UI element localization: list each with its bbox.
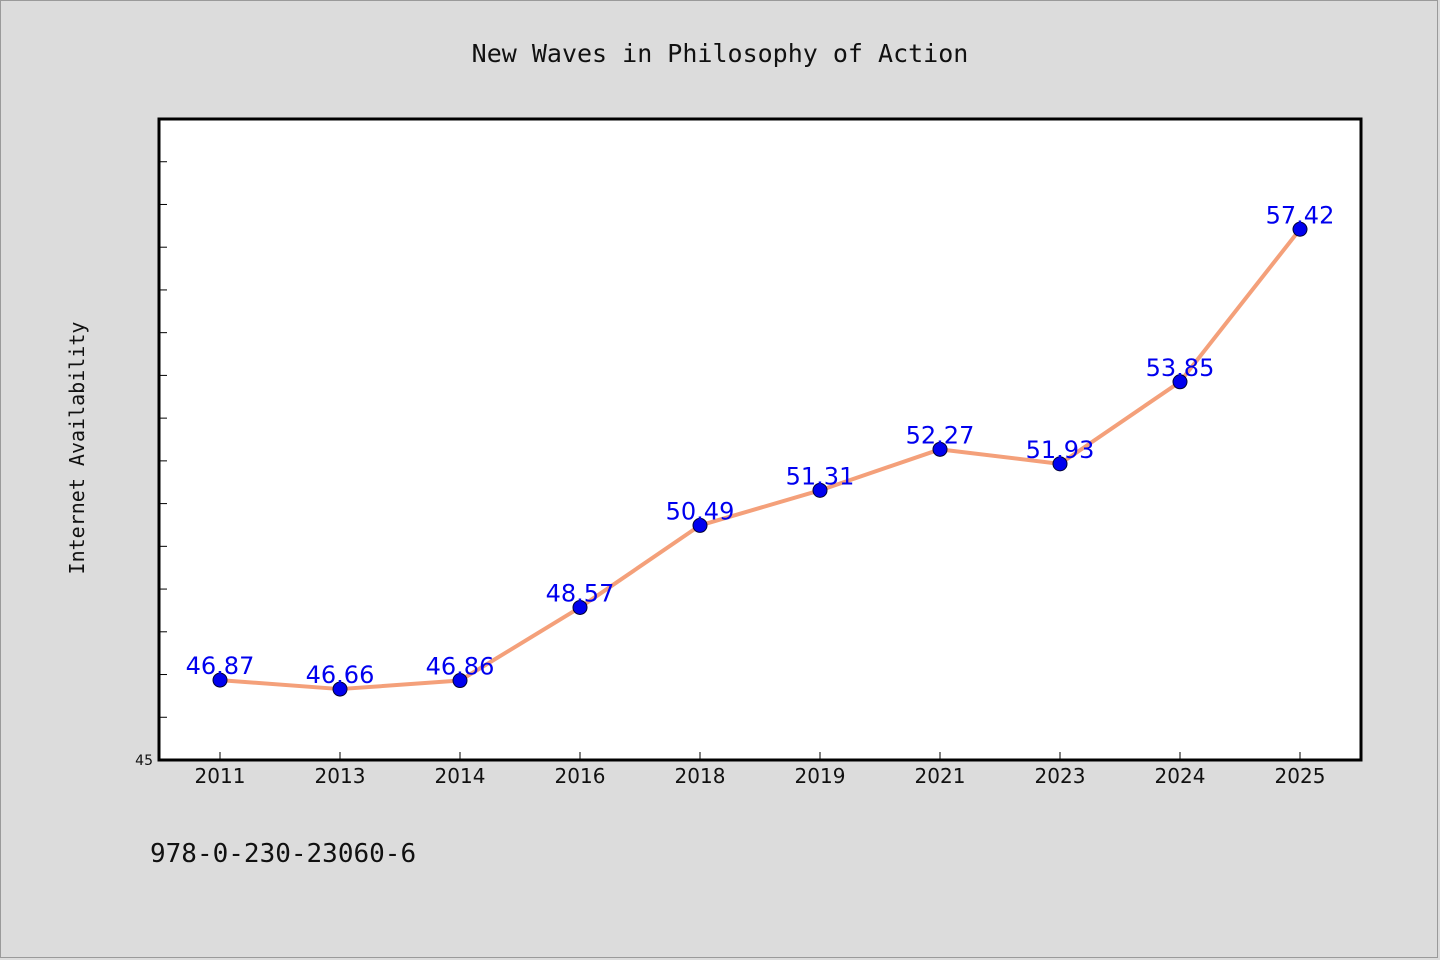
data-label: 46.86 bbox=[426, 653, 495, 681]
y-tick-label: 45 bbox=[135, 753, 153, 769]
series-line bbox=[218, 227, 1302, 692]
data-label: 46.87 bbox=[186, 652, 255, 680]
data-point bbox=[1292, 221, 1308, 237]
data-point bbox=[572, 599, 588, 615]
series-layer: 46.87 46.66 46.86 48.57 50.49 51.31 52.27 51.93… bbox=[186, 201, 1335, 697]
data-point bbox=[332, 681, 348, 697]
x-tick-label: 2014 bbox=[435, 764, 486, 788]
x-tick-label: 2024 bbox=[1155, 764, 1206, 788]
data-label: 46.66 bbox=[306, 661, 375, 689]
data-point bbox=[932, 441, 948, 457]
data-label: 53.85 bbox=[1146, 354, 1215, 382]
x-tick-label: 2025 bbox=[1275, 764, 1326, 788]
data-point bbox=[452, 673, 468, 689]
data-label: 48.57 bbox=[546, 579, 615, 607]
y-axis-label: Internet Availability bbox=[65, 322, 89, 575]
data-label: 52.27 bbox=[906, 421, 975, 449]
data-label: 57.42 bbox=[1266, 201, 1335, 229]
data-point bbox=[692, 517, 708, 533]
data-label: 51.31 bbox=[786, 462, 855, 490]
x-tick-label: 2018 bbox=[675, 764, 726, 788]
x-tick-label: 2021 bbox=[915, 764, 966, 788]
x-tick-label: 2013 bbox=[315, 764, 366, 788]
chart-title: New Waves in Philosophy of Action bbox=[472, 39, 969, 68]
data-point bbox=[812, 482, 828, 498]
x-tick-label: 2023 bbox=[1035, 764, 1086, 788]
x-tick-label: 2011 bbox=[195, 764, 246, 788]
isbn-footer: 978-0-230-23060-6 bbox=[150, 839, 416, 869]
x-tick-label: 2019 bbox=[795, 764, 846, 788]
data-label: 50.49 bbox=[666, 497, 735, 525]
data-point bbox=[1172, 374, 1188, 390]
data-label: 51.93 bbox=[1026, 436, 1095, 464]
x-axis-ticks: 2011 2013 2014 2016 2018 2019 2021 2023 2024 2025 bbox=[195, 752, 1326, 788]
data-point bbox=[1052, 456, 1068, 472]
plot-area bbox=[157, 117, 1363, 762]
y-axis-ticks: 45 bbox=[135, 161, 167, 769]
x-tick-label: 2016 bbox=[555, 764, 606, 788]
data-point bbox=[212, 672, 228, 688]
